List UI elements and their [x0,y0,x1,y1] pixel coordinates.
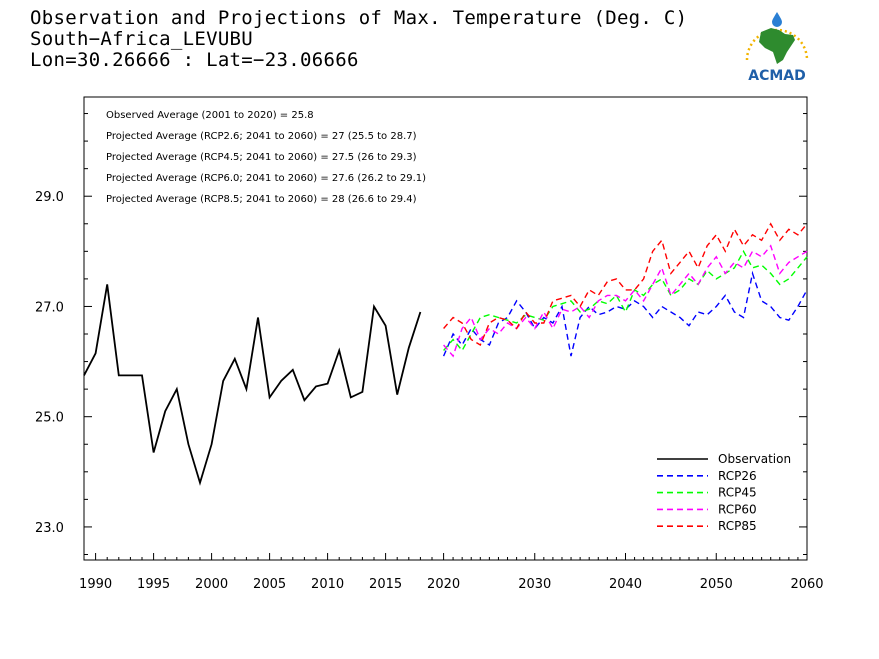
series-line-rcp60 [443,244,808,358]
x-tick-label: 2000 [195,577,228,592]
legend-label: RCP45 [718,486,757,500]
legend-label: Observation [718,452,791,466]
legend: Observation RCP26 RCP45 RCP60 RCP85 [657,452,791,533]
water-drop-icon [772,12,782,27]
series-lines [83,222,808,486]
annotations: Observed Average (2001 to 2020) = 25.8 Pr… [106,110,426,205]
station-name: South−Africa_LEVUBU [30,28,254,50]
x-tick-label: 2040 [609,577,642,592]
legend-label: RCP26 [718,469,757,483]
x-tick-label: 1990 [79,577,112,592]
annotation-line: Projected Average (RCP4.5; 2041 to 2060)… [106,152,417,163]
logo-text: ACMAD [748,68,806,84]
series-line-rcp85 [443,222,808,347]
annotation-line: Projected Average (RCP8.5; 2041 to 2060)… [106,194,417,205]
y-tick-label: 29.0 [35,190,64,205]
plot-frame [83,96,808,561]
x-tick-label: 2060 [790,577,823,592]
annotation-line: Projected Average (RCP2.6; 2041 to 2060)… [106,131,417,142]
sun-rays-icon [745,28,809,61]
x-tick-label: 2015 [369,577,402,592]
annotation-line: Projected Average (RCP6.0; 2041 to 2060)… [106,173,426,184]
chart-title: Observation and Projections of Max. Temp… [30,7,688,29]
acmad-logo: ACMAD [745,12,809,84]
y-tick-label: 27.0 [35,300,64,315]
x-tick-label: 2010 [311,577,344,592]
x-tick-label: 2050 [700,577,733,592]
station-coordinates: Lon=30.26666 : Lat=−23.06666 [30,49,359,71]
title-block: Observation and Projections of Max. Temp… [30,8,687,71]
axis-ticks: 1990 1995 2000 2005 2010 2015 2020 2030 2040 2050… [35,113,824,592]
y-tick-label: 23.0 [35,521,64,536]
y-tick-label: 25.0 [35,411,64,426]
africa-map-icon [759,28,795,64]
series-line-rcp26 [442,270,808,357]
annotation-line: Observed Average (2001 to 2020) = 25.8 [106,110,314,121]
legend-label: RCP60 [718,502,757,516]
x-tick-label: 2030 [518,577,551,592]
x-tick-label: 2005 [253,577,286,592]
series-line-observation [83,284,422,486]
x-tick-label: 1995 [137,577,170,592]
legend-label: RCP85 [718,519,757,533]
x-tick-label: 2020 [427,577,460,592]
